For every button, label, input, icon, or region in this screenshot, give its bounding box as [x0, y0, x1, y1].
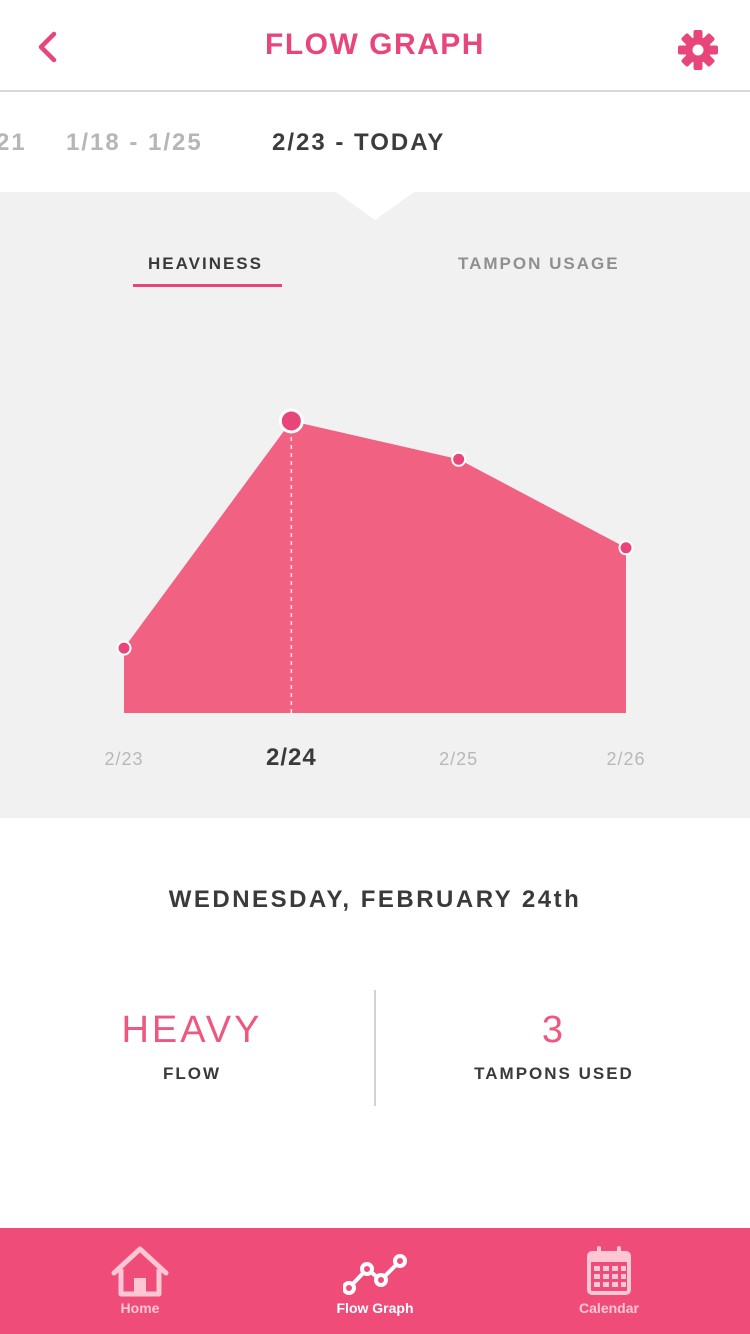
data-point[interactable] [451, 451, 467, 467]
bottom-nav: Home Flow Graph Calendar [0, 1228, 750, 1334]
selected-data-point[interactable] [278, 408, 304, 434]
flow-value: HEAVY [121, 1009, 263, 1051]
selected-date-heading: WEDNESDAY, FEBRUARY 24th [168, 886, 582, 913]
nav-item-flow-graph[interactable]: Flow Graph [250, 1228, 500, 1334]
flow-label: FLOW [162, 1064, 222, 1083]
x-axis-label[interactable]: 2/26 [606, 749, 645, 769]
stat-divider [374, 990, 376, 1106]
tampons-stat: 3 TAMPONS USED [367, 1008, 741, 1084]
date-range-item[interactable]: 1/18 - 1/25 [66, 129, 203, 156]
date-range-item-selected[interactable]: 2/23 - TODAY [272, 129, 446, 156]
selected-range-pointer [336, 192, 414, 220]
graph-icon [343, 1254, 407, 1295]
header: FLOW GRAPH [0, 0, 750, 92]
chevron-left-icon [38, 31, 57, 63]
nav-item-home[interactable]: Home [15, 1228, 265, 1334]
flow-stat: HEAVY FLOW [5, 1008, 379, 1084]
tab-tampon-usage[interactable]: TAMPON USAGE [458, 254, 620, 273]
data-point[interactable] [116, 640, 132, 656]
date-range-item[interactable]: 21 [0, 129, 27, 156]
chart-panel: 2/23 2/24 2/25 2/26 HEAVINESS TAMPON USAGE [0, 192, 750, 818]
date-range-selector: 21 1/18 - 1/25 2/23 - TODAY [0, 92, 750, 192]
home-icon [111, 1246, 169, 1297]
nav-label: Flow Graph [336, 1300, 414, 1316]
heaviness-area [124, 420, 626, 713]
nav-item-calendar[interactable]: Calendar [484, 1228, 734, 1334]
tampons-value: 3 [541, 1009, 567, 1051]
settings-button[interactable] [675, 27, 721, 73]
data-point[interactable] [618, 540, 634, 556]
tab-heaviness[interactable]: HEAVINESS [148, 254, 263, 273]
calendar-icon [587, 1246, 631, 1295]
gear-icon [678, 30, 718, 70]
page-title: FLOW GRAPH [265, 28, 485, 61]
active-tab-indicator [133, 284, 282, 287]
x-axis-label[interactable]: 2/23 [104, 749, 143, 769]
x-axis-label-selected[interactable]: 2/24 [266, 744, 317, 771]
nav-label: Calendar [579, 1300, 639, 1316]
flow-chart: 2/23 2/24 2/25 2/26 [104, 192, 645, 771]
nav-label: Home [120, 1300, 160, 1316]
back-button[interactable] [22, 22, 72, 72]
tampons-label: TAMPONS USED [474, 1064, 634, 1083]
x-axis-label[interactable]: 2/25 [439, 749, 478, 769]
